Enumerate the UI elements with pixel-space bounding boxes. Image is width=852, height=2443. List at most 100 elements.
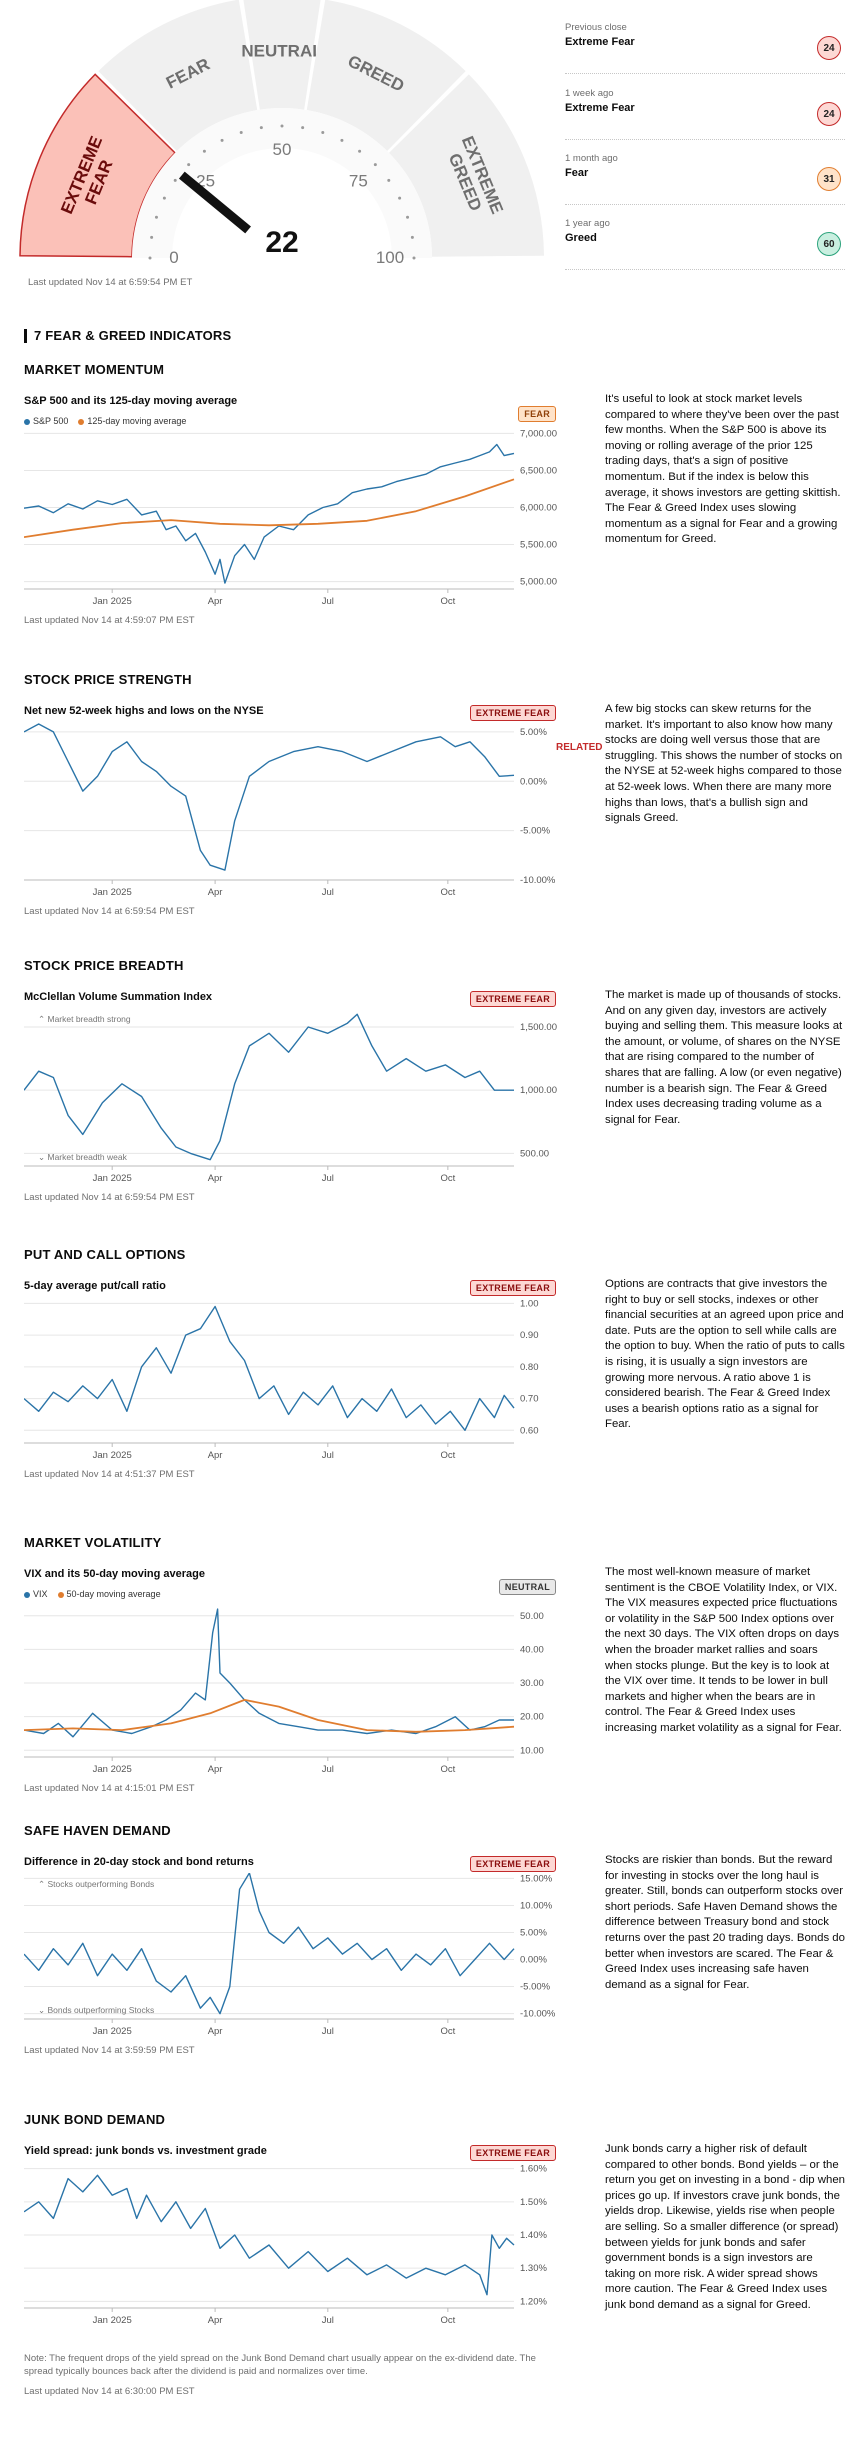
- history-score: 24: [817, 36, 841, 60]
- history-score: 31: [817, 167, 841, 191]
- history-item: 1 month ago Fear 31: [565, 153, 845, 205]
- gauge-tick-label: 75: [349, 172, 368, 191]
- indicator-description: It's useful to look at stock market leve…: [605, 393, 841, 546]
- rating-badge: EXTREME FEAR: [469, 2145, 556, 2161]
- gauge-segment-label: NEUTRAL: [241, 41, 322, 60]
- gauge-tick: [280, 124, 284, 128]
- history-label: 1 week ago: [565, 88, 614, 99]
- indicator-description: A few big stocks can skew returns for th…: [605, 703, 843, 825]
- gauge-tick: [239, 130, 243, 134]
- chart-safehaven[interactable]: 15.00% 10.00% 5.00% 0.00% -5.00% -10.00% Jan 2…: [24, 1873, 564, 2041]
- x-tick-label: Jul: [322, 596, 334, 607]
- legend-item: VIX: [24, 1589, 48, 1599]
- y-tick-label: 1.30%: [520, 2263, 547, 2274]
- gauge-value: 22: [265, 226, 298, 259]
- x-tick-label: Jan 2025: [93, 1764, 132, 1775]
- x-tick-label: Oct: [440, 887, 455, 898]
- rating-badge: NEUTRAL: [498, 1579, 556, 1595]
- chart-title: Yield spread: junk bonds vs. investment …: [24, 2145, 267, 2157]
- y-tick-label: 5.00%: [520, 1927, 547, 1938]
- chart-last-updated: Last updated Nov 14 at 4:15:01 PM EST: [24, 1783, 195, 1794]
- chart-putcall[interactable]: 1.00 0.90 0.80 0.70 0.60 Jan 2025 Apr Jul Oct: [24, 1297, 564, 1465]
- y-tick-label: 5,500.00: [520, 540, 557, 551]
- rating-badge: EXTREME FEAR: [469, 991, 556, 1007]
- history-item: 1 week ago Extreme Fear 24: [565, 88, 845, 140]
- y-tick-label: 6,500.00: [520, 465, 557, 476]
- x-tick-label: Oct: [440, 1450, 455, 1461]
- chart-breadth[interactable]: 1,500.00 1,000.00 500.00 Jan 2025 Apr Jul Oct ⌃…: [24, 1008, 564, 1188]
- rating-badge: FEAR: [518, 406, 556, 422]
- y-tick-label: 1.20%: [520, 2296, 547, 2307]
- gauge-tick: [410, 235, 414, 239]
- history-label: 1 year ago: [565, 218, 610, 229]
- section-title: JUNK BOND DEMAND: [24, 2112, 166, 2127]
- legend-item: 125-day moving average: [78, 416, 186, 426]
- x-tick-label: Oct: [440, 2026, 455, 2037]
- chart-volatility[interactable]: 50.00 40.00 30.00 20.00 10.00 Jan 2025 Apr Jul O…: [24, 1599, 564, 1779]
- gauge-tick: [202, 149, 206, 153]
- series-line-primary: [24, 2174, 515, 2296]
- legend-item: 50-day moving average: [57, 1589, 161, 1599]
- y-tick-label: 30.00: [520, 1678, 544, 1689]
- y-tick-label: 0.80: [520, 1362, 539, 1373]
- y-tick-label: 10.00: [520, 1745, 544, 1756]
- history-value: Greed: [565, 232, 597, 244]
- y-tick-label: 1.00: [520, 1298, 539, 1309]
- rating-badge: EXTREME FEAR: [469, 1856, 556, 1872]
- series-line-moving-average: [24, 478, 515, 538]
- y-tick-label: -5.00%: [520, 826, 551, 837]
- related-label[interactable]: RELATED: [556, 742, 603, 753]
- gauge-tick: [187, 163, 191, 167]
- history-item: Previous close Extreme Fear 24: [565, 22, 845, 74]
- heading-bar: [24, 328, 27, 343]
- x-tick-label: Jan 2025: [93, 1450, 132, 1461]
- y-tick-label: -10.00%: [520, 2009, 556, 2020]
- series-line-primary: [24, 443, 515, 584]
- y-tick-label: -5.00%: [520, 1982, 551, 1993]
- history-value: Extreme Fear: [565, 102, 635, 114]
- y-tick-label: 1.60%: [520, 2164, 547, 2175]
- gauge-tick: [220, 138, 224, 142]
- fear-greed-gauge: EXTREMEFEAR FEAR NEUTRAL GREED EXTREMEGREED 0…: [0, 0, 560, 270]
- y-tick-label: 40.00: [520, 1644, 544, 1655]
- x-tick-label: Jan 2025: [93, 1173, 132, 1184]
- indicator-description: Stocks are riskier than bonds. But the r…: [605, 1854, 845, 1991]
- gauge-tick: [387, 178, 391, 182]
- chart-junk[interactable]: 1.60% 1.50% 1.40% 1.30% 1.20% Jan 2025 Apr Jul O…: [24, 2162, 564, 2330]
- gauge-tick: [154, 215, 158, 219]
- x-tick-label: Apr: [208, 596, 223, 607]
- gauge-tick-label: 100: [376, 248, 404, 267]
- y-tick-label: 20.00: [520, 1712, 544, 1723]
- y-tick-label: 7,000.00: [520, 428, 557, 439]
- gauge-segment: [243, 0, 321, 110]
- history-item: 1 year ago Greed 60: [565, 218, 845, 270]
- history-value: Extreme Fear: [565, 36, 635, 48]
- annotation-bottom: ⌄ Market breadth weak: [38, 1152, 128, 1162]
- gauge-tick: [321, 130, 325, 134]
- gauge-tick: [373, 163, 377, 167]
- series-line-primary: [24, 1305, 515, 1431]
- series-line-primary: [24, 723, 515, 871]
- rating-badge: EXTREME FEAR: [469, 705, 556, 721]
- x-tick-label: Jan 2025: [93, 2026, 132, 2037]
- chart-last-updated: Last updated Nov 14 at 4:51:37 PM EST: [24, 1469, 195, 1480]
- chart-strength[interactable]: 5.00% 0.00% -5.00% -10.00% Jan 2025 Apr Jul Oct: [24, 722, 564, 902]
- chart-momentum[interactable]: 7,000.00 6,500.00 6,000.00 5,500.00 5,000.00…: [24, 426, 564, 611]
- gauge-tick: [148, 256, 152, 260]
- indicators-heading: 7 FEAR & GREED INDICATORS: [24, 328, 231, 343]
- y-tick-label: 1,500.00: [520, 1022, 557, 1033]
- indicator-description: Junk bonds carry a higher risk of defaul…: [605, 2143, 845, 2311]
- gauge-tick: [406, 215, 410, 219]
- gauge-tick: [150, 235, 154, 239]
- x-tick-label: Oct: [440, 596, 455, 607]
- x-tick-label: Jul: [322, 887, 334, 898]
- chart-legend: S&P 500 125-day moving average: [24, 416, 186, 426]
- gauge-tick: [398, 196, 402, 200]
- y-tick-label: 1.40%: [520, 2230, 547, 2241]
- x-tick-label: Jan 2025: [93, 2315, 132, 2326]
- x-tick-label: Jan 2025: [93, 596, 132, 607]
- rating-badge: EXTREME FEAR: [469, 1280, 556, 1296]
- y-tick-label: 0.00%: [520, 776, 547, 787]
- gauge-tick: [162, 196, 166, 200]
- history-score: 24: [817, 102, 841, 126]
